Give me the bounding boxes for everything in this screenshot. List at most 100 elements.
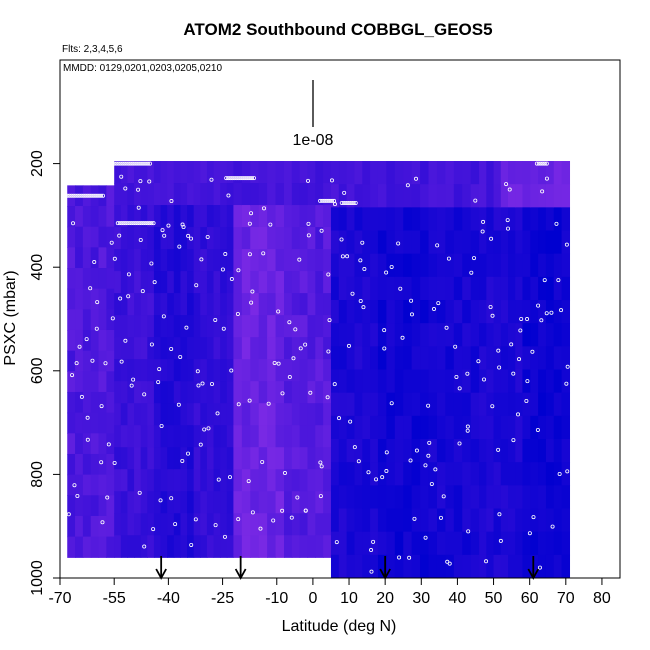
heatmap-cell (522, 230, 531, 255)
heatmap-cell (386, 184, 396, 208)
x-tick-label: 30 (412, 590, 430, 607)
heatmap-cell (284, 271, 293, 294)
heatmap-cell (493, 415, 502, 440)
observation-point (159, 424, 164, 429)
heatmap-cell (530, 392, 539, 417)
heatmap-cell (284, 425, 293, 448)
heatmap-cell (522, 161, 531, 185)
heatmap-cell (508, 300, 516, 324)
heatmap-cell (114, 315, 122, 338)
heatmap-cell (233, 183, 243, 206)
observation-point (325, 395, 330, 400)
heatmap-cell (106, 288, 115, 310)
heatmap-cell (187, 293, 195, 316)
heatmap-cell (275, 249, 285, 272)
observation-point (531, 515, 536, 520)
heatmap-cell (206, 205, 215, 228)
heatmap-cell (323, 469, 332, 492)
heatmap-cell (453, 554, 463, 578)
heatmap-cell (428, 300, 438, 324)
heatmap-cell (258, 337, 268, 360)
heatmap-cell (411, 439, 421, 463)
observation-point (136, 205, 141, 210)
heatmap-cell (193, 161, 201, 184)
heatmap-cell (530, 462, 539, 486)
heatmap-cell (462, 531, 472, 556)
heatmap-cell (173, 381, 182, 404)
heatmap-cell (362, 369, 371, 394)
heatmap-cell (354, 462, 363, 486)
heatmap-cell (420, 207, 430, 232)
heatmap-cell (370, 369, 379, 394)
observation-point (226, 176, 231, 181)
heatmap-cell (147, 425, 155, 448)
heatmap-cell (206, 227, 215, 250)
heatmap-cell (538, 253, 547, 278)
heatmap-cell (403, 346, 413, 371)
heatmap-cell (160, 183, 168, 206)
heatmap-cell (500, 485, 509, 510)
heatmap-cell (291, 359, 301, 382)
observation-point (116, 161, 121, 166)
observation-point (138, 161, 143, 166)
heatmap-cell (200, 337, 208, 360)
heatmap-cell (75, 536, 84, 558)
heatmap-cell (377, 184, 387, 208)
observation-point (564, 381, 569, 386)
heatmap-cell (160, 447, 168, 470)
heatmap-cell (420, 300, 430, 324)
heatmap-cell (323, 183, 332, 206)
observation-point (74, 361, 79, 366)
observation-point (189, 542, 194, 547)
observation-point (426, 453, 431, 458)
heatmap-cell (386, 439, 396, 463)
observation-point (88, 286, 93, 291)
observation-point (224, 176, 229, 181)
heatmap-cell (90, 412, 100, 434)
heatmap-cell (362, 184, 371, 208)
heatmap-cell (370, 207, 379, 232)
heatmap-cell (493, 300, 502, 324)
heatmap-cell (545, 207, 555, 232)
heatmap-cell (226, 469, 235, 492)
heatmap-cell (127, 227, 135, 250)
heatmap-cell (226, 359, 235, 382)
heatmap-cell (140, 227, 148, 250)
heatmap-cell (307, 315, 316, 338)
heatmap-cell (307, 513, 316, 536)
observation-point (341, 200, 346, 205)
heatmap-cell (330, 184, 340, 208)
heatmap-cell (213, 249, 221, 272)
heatmap-cell (106, 391, 115, 414)
heatmap-cell (220, 403, 228, 426)
heatmap-cell (436, 161, 446, 185)
heatmap-cell (493, 253, 502, 278)
heatmap-cell (377, 161, 387, 185)
heatmap-cell (160, 535, 168, 558)
heatmap-cell (445, 253, 455, 278)
heatmap-cell (258, 249, 268, 272)
y-tick-label: 400 (29, 254, 46, 281)
observation-point (99, 404, 104, 409)
observation-point (127, 221, 132, 226)
heatmap-cell (315, 425, 324, 448)
heatmap-cell (553, 161, 563, 185)
heatmap-cell (173, 491, 182, 514)
heatmap-cell (394, 392, 404, 417)
observation-point (209, 177, 214, 182)
heatmap-cell (67, 206, 76, 228)
heatmap-cell (377, 392, 387, 417)
heatmap-cell (241, 315, 251, 338)
heatmap-cell (180, 513, 188, 536)
heatmap-cell (508, 161, 516, 185)
heatmap-cell (403, 207, 413, 232)
observation-point (147, 221, 152, 226)
heatmap-cell (291, 513, 301, 536)
heatmap-cell (436, 207, 446, 232)
observation-point (149, 342, 154, 347)
observation-point (369, 569, 374, 574)
observation-point (112, 460, 117, 465)
heatmap-cell (187, 425, 195, 448)
heatmap-cell (323, 249, 332, 272)
heatmap-cell (275, 183, 285, 206)
